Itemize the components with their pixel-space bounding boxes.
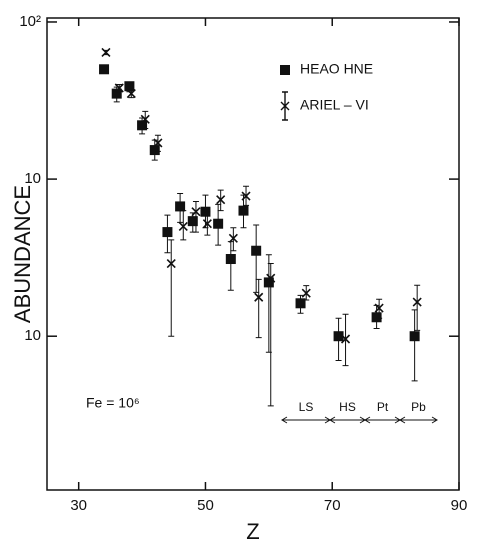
x-marker (114, 83, 124, 93)
legend-label: ARIEL – VI (300, 97, 369, 113)
error-bar (168, 239, 175, 337)
square-marker (137, 120, 148, 131)
square-marker (111, 88, 122, 99)
error-bar (253, 224, 260, 293)
square-marker (162, 227, 173, 238)
range-label: LS (299, 400, 314, 414)
square-marker (187, 216, 198, 227)
x-marker (101, 47, 111, 57)
range-label: HS (339, 400, 356, 414)
error-bar (192, 201, 199, 233)
legend-label: HEAO HNE (300, 61, 373, 77)
x-marker (374, 303, 384, 313)
x-marker (340, 334, 351, 344)
error-bar (414, 284, 421, 331)
range-arrow (329, 416, 366, 424)
x-marker (126, 89, 136, 99)
error-bar (267, 263, 274, 407)
range-label: Pt (377, 400, 389, 414)
square-marker (251, 245, 262, 256)
error-bar (411, 309, 418, 382)
square-marker (99, 64, 110, 75)
y-tick-label: 10 (24, 327, 41, 344)
square-marker (238, 205, 249, 216)
x-marker (266, 273, 276, 283)
x-marker (202, 219, 212, 229)
square-marker (295, 298, 306, 309)
x-tick-label: 90 (451, 497, 468, 514)
range-label: Pb (411, 400, 426, 414)
x-marker (191, 207, 201, 217)
y-tick-label: 10 (24, 170, 41, 187)
x-marker (254, 292, 264, 302)
legend-marker (280, 91, 290, 121)
square-marker (263, 277, 274, 288)
x-axis-label: Z (246, 519, 259, 544)
plot-frame (46, 17, 460, 491)
x-marker (166, 258, 176, 269)
y-tick-label: 10² (19, 13, 41, 30)
x-marker (140, 114, 150, 124)
annotation: Fe = 10⁶ (86, 395, 140, 411)
square-marker (371, 312, 382, 323)
x-marker (216, 195, 226, 205)
x-tick-label: 50 (197, 497, 214, 514)
legend-marker (280, 65, 290, 75)
x-marker (178, 221, 188, 231)
range-arrow (399, 416, 438, 424)
error-bar (255, 278, 262, 339)
square-marker (124, 81, 135, 92)
x-marker (153, 138, 163, 148)
square-marker (213, 218, 224, 229)
square-marker (175, 201, 186, 212)
square-marker (409, 331, 420, 342)
square-marker (149, 145, 160, 156)
range-arrow (364, 416, 401, 424)
x-tick-label: 70 (324, 497, 341, 514)
square-marker (225, 254, 236, 265)
range-arrow (281, 416, 331, 424)
x-marker (301, 288, 311, 298)
y-axis-label: ABUNDANCE (10, 185, 35, 323)
x-marker (241, 191, 251, 201)
square-marker (333, 331, 344, 342)
x-marker (412, 297, 422, 307)
x-tick-label: 30 (70, 497, 87, 514)
x-marker (228, 233, 238, 243)
